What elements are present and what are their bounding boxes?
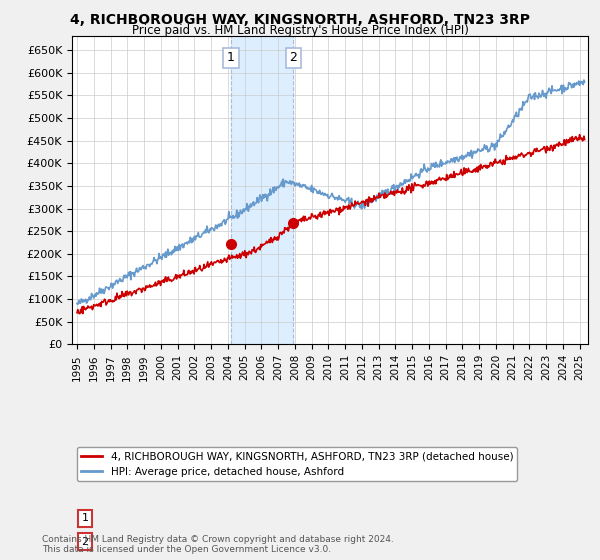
Text: 2: 2 [82,536,88,547]
Text: 4, RICHBOROUGH WAY, KINGSNORTH, ASHFORD, TN23 3RP: 4, RICHBOROUGH WAY, KINGSNORTH, ASHFORD,… [70,13,530,27]
Text: Price paid vs. HM Land Registry's House Price Index (HPI): Price paid vs. HM Land Registry's House … [131,24,469,37]
Text: 1: 1 [227,52,235,64]
Text: Contains HM Land Registry data © Crown copyright and database right 2024.
This d: Contains HM Land Registry data © Crown c… [42,535,394,554]
Text: 2: 2 [290,52,298,64]
Text: 1: 1 [82,514,88,524]
Legend: 4, RICHBOROUGH WAY, KINGSNORTH, ASHFORD, TN23 3RP (detached house), HPI: Average: 4, RICHBOROUGH WAY, KINGSNORTH, ASHFORD,… [77,447,517,481]
